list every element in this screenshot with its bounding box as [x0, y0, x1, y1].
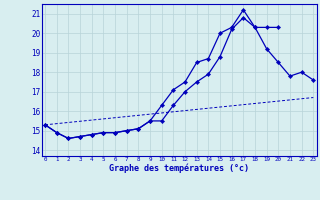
X-axis label: Graphe des températures (°c): Graphe des températures (°c) — [109, 163, 249, 173]
